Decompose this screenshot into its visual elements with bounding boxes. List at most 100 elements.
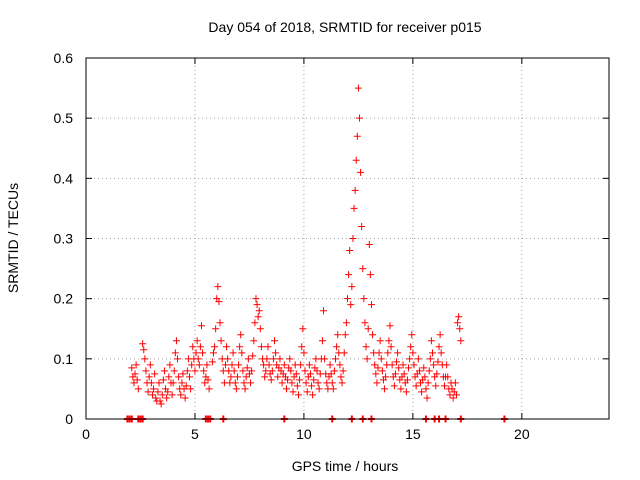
- data-point: [423, 394, 431, 402]
- data-point: [156, 397, 164, 405]
- data-point: [249, 352, 257, 360]
- data-point: [289, 388, 297, 396]
- data-point: [237, 331, 245, 339]
- data-point: [308, 382, 316, 390]
- data-point: [227, 373, 235, 381]
- data-point: [141, 355, 149, 363]
- data-point: [359, 265, 367, 273]
- data-point: [303, 388, 311, 396]
- data-point: [140, 346, 148, 354]
- data-point: [133, 376, 141, 384]
- data-point: [243, 364, 251, 372]
- data-point: [402, 388, 410, 396]
- data-point: [195, 361, 203, 369]
- data-point: [193, 337, 201, 345]
- data-point: [327, 370, 335, 378]
- data-point: [268, 367, 276, 375]
- data-point: [414, 355, 422, 363]
- data-point: [178, 379, 186, 387]
- data-point: [374, 364, 382, 372]
- data-point: [155, 379, 163, 387]
- data-point: [197, 322, 205, 330]
- y-axis-label: SRMTID / TECUs: [5, 183, 21, 293]
- data-point: [228, 361, 236, 369]
- data-point: [152, 394, 160, 402]
- data-point: [363, 355, 371, 363]
- data-point: [357, 168, 365, 176]
- data-point: [132, 361, 140, 369]
- data-point: [409, 349, 417, 357]
- data-point: [154, 388, 162, 396]
- data-point: [233, 373, 241, 381]
- data-point: [449, 394, 457, 402]
- grid-lines: [86, 58, 609, 419]
- data-point: [160, 367, 168, 375]
- data-point: [151, 370, 159, 378]
- data-point: [231, 379, 239, 387]
- data-point: [381, 385, 389, 393]
- data-point: [375, 349, 383, 357]
- y-tick-label: 0.4: [54, 170, 74, 186]
- data-point: [142, 367, 150, 375]
- data-point: [257, 343, 265, 351]
- data-point: [346, 247, 354, 255]
- data-point: [159, 376, 167, 384]
- x-axis-ticks: 0 5 10 15 20: [82, 58, 530, 442]
- y-tick-label: 0.1: [54, 351, 74, 367]
- data-point: [254, 313, 262, 321]
- data-point: [329, 385, 337, 393]
- data-point: [318, 337, 326, 345]
- data-point: [440, 382, 448, 390]
- data-point: [437, 349, 445, 357]
- data-point: [345, 271, 353, 279]
- data-point: [211, 343, 219, 351]
- data-point: [412, 382, 420, 390]
- data-point: [148, 391, 156, 399]
- data-point: [309, 391, 317, 399]
- data-point: [386, 322, 394, 330]
- data-point: [230, 367, 238, 375]
- data-point: [313, 367, 321, 375]
- data-point: [216, 319, 224, 327]
- data-point: [422, 385, 430, 393]
- x-tick-label: 5: [191, 426, 199, 442]
- data-point: [293, 382, 301, 390]
- data-point: [360, 295, 368, 303]
- data-point: [263, 355, 271, 363]
- data-point: [164, 388, 172, 396]
- data-point: [428, 349, 436, 357]
- data-point: [247, 379, 255, 387]
- data-point: [349, 235, 357, 242]
- x-tick-label: 0: [82, 426, 90, 442]
- data-point: [355, 114, 363, 122]
- data-point: [199, 349, 207, 357]
- data-point: [330, 367, 338, 375]
- data-point: [282, 385, 290, 393]
- data-point: [239, 367, 247, 375]
- data-point: [139, 340, 147, 348]
- data-point: [292, 370, 300, 378]
- data-point: [191, 367, 199, 375]
- data-point: [387, 343, 395, 351]
- data-point: [214, 283, 222, 291]
- data-point: [301, 367, 309, 375]
- data-point: [432, 382, 440, 390]
- data-point: [192, 349, 200, 357]
- data-point: [336, 361, 344, 369]
- data-point: [306, 370, 314, 378]
- data-point: [341, 331, 349, 339]
- data-point: [236, 343, 244, 351]
- x-tick-label: 10: [296, 426, 312, 442]
- data-point: [364, 325, 372, 333]
- data-point: [267, 376, 275, 384]
- data-point: [274, 373, 282, 381]
- data-point: [421, 373, 429, 381]
- data-point: [235, 361, 243, 369]
- data-point: [394, 349, 402, 357]
- data-point: [201, 379, 209, 387]
- data-point: [339, 367, 347, 375]
- data-point: [203, 361, 211, 369]
- data-point: [181, 394, 189, 402]
- data-point: [196, 343, 204, 351]
